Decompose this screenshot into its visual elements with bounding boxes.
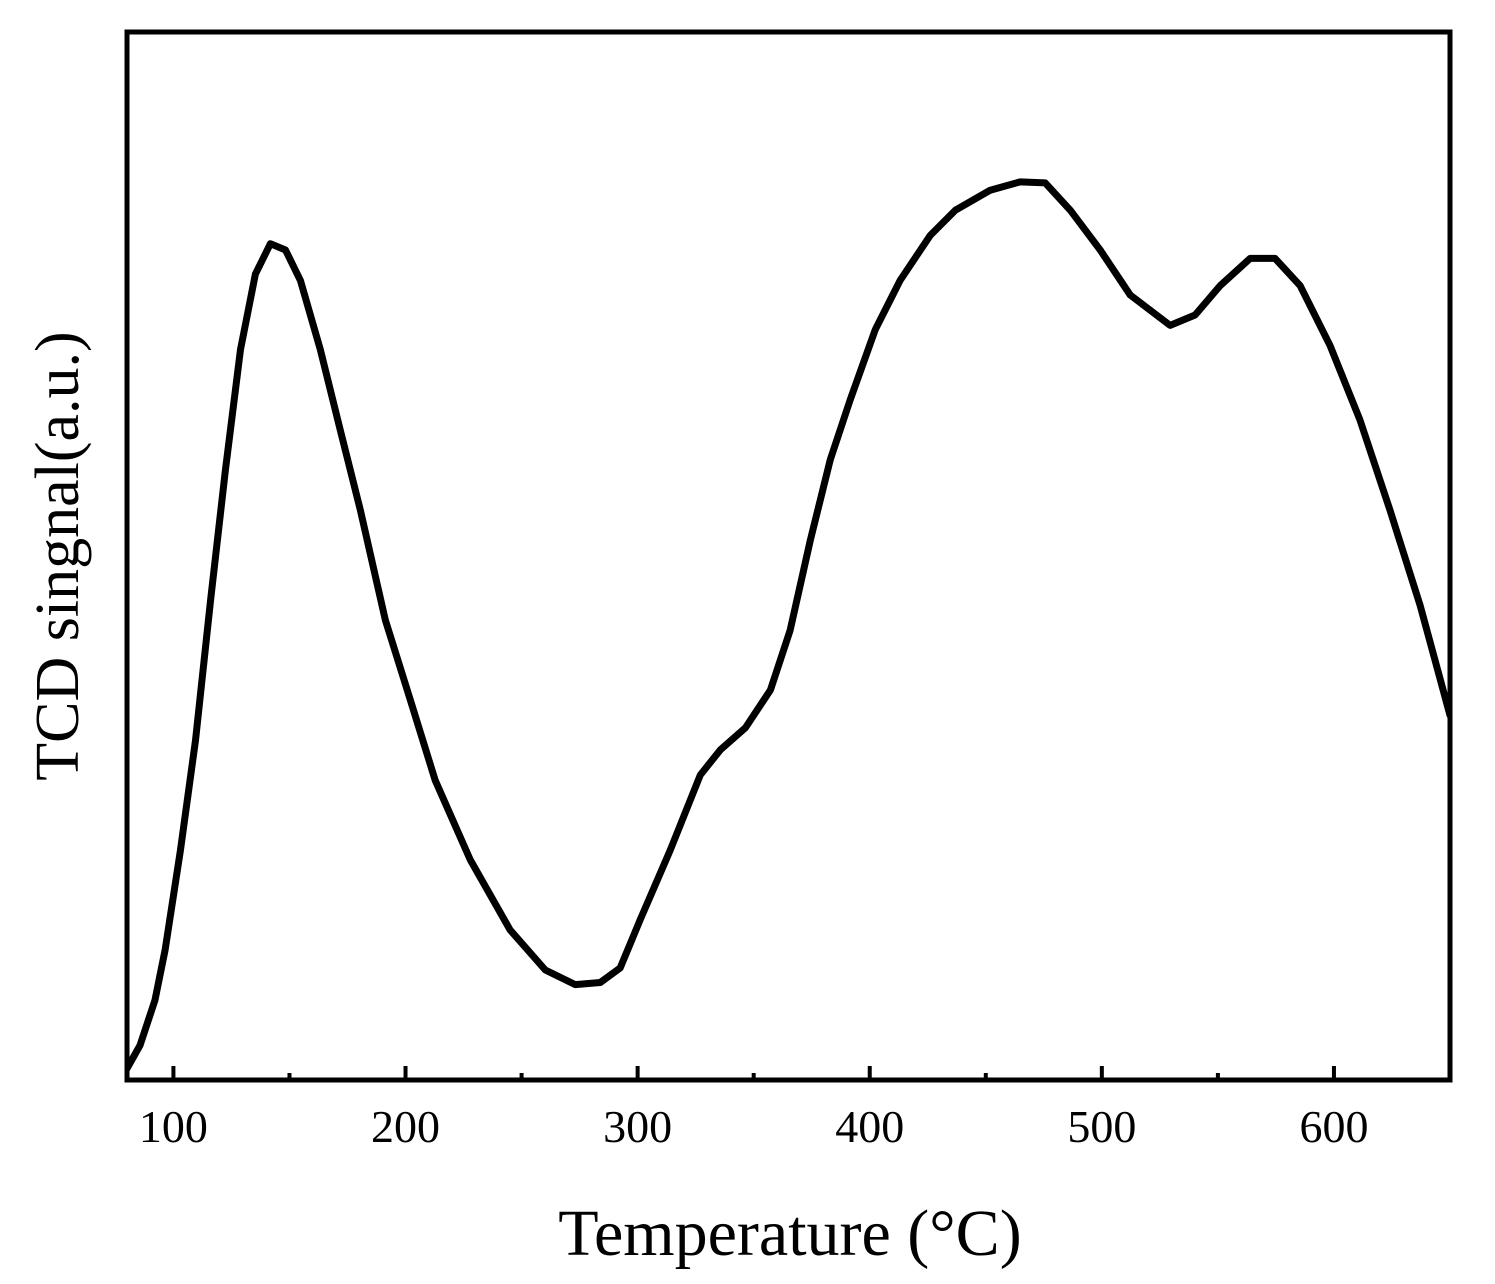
x-axis-label: Temperature (°C)	[558, 1197, 1021, 1270]
y-axis-label: TCD singnal(a.u.)	[24, 331, 92, 780]
x-tick-label: 200	[371, 1101, 440, 1152]
x-tick-label: 300	[603, 1101, 672, 1152]
data-line	[127, 178, 1450, 1072]
x-tick-label: 500	[1067, 1101, 1136, 1152]
x-tick-label: 400	[835, 1101, 904, 1152]
plot-frame	[124, 29, 1453, 1083]
x-tick-label: 600	[1299, 1101, 1368, 1152]
x-tick-label: 100	[139, 1101, 208, 1152]
